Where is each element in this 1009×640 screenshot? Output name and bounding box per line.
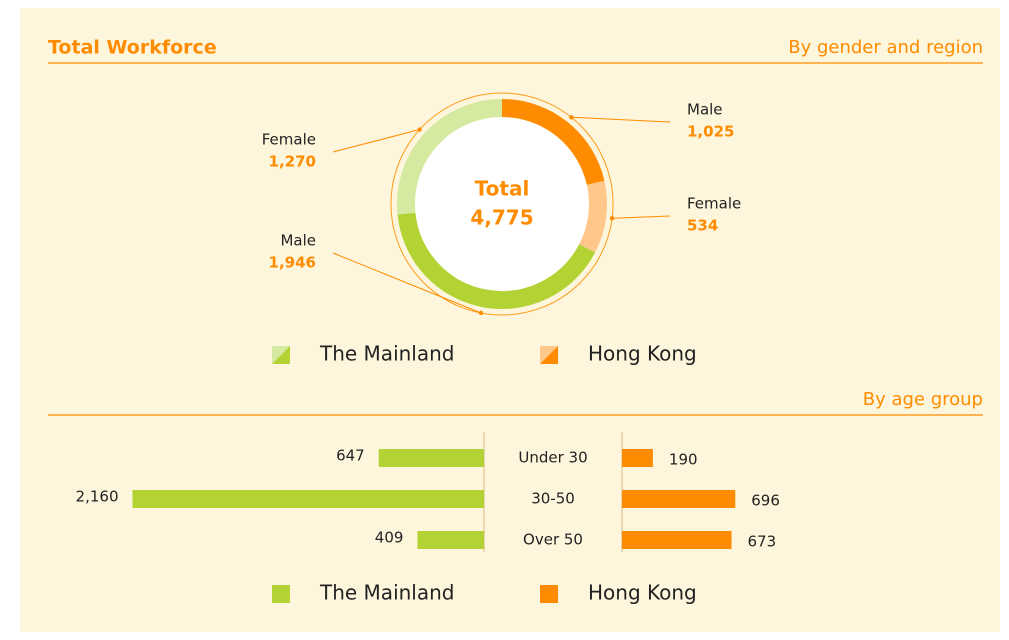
segment-category: Male <box>687 101 723 119</box>
category-label: Under 30 <box>518 449 587 467</box>
value-label: 409 <box>375 529 404 547</box>
legend-label: Hong Kong <box>588 342 697 366</box>
bar <box>417 531 484 549</box>
leader-line <box>332 129 420 153</box>
value-label: 190 <box>669 451 698 469</box>
value-label: 2,160 <box>76 488 119 506</box>
legend-label: The Mainland <box>319 581 454 605</box>
center <box>414 116 590 292</box>
category-label: 30-50 <box>531 490 575 508</box>
segment-value: 1,270 <box>269 153 316 171</box>
segment-category: Female <box>262 131 316 149</box>
leader-dot <box>417 127 422 132</box>
legend-swatch <box>272 346 290 364</box>
leader-dot <box>569 115 574 120</box>
legend-label: The Mainland <box>319 342 454 366</box>
donut-segment <box>397 99 503 215</box>
leader-line <box>571 116 671 123</box>
leader-dot <box>478 310 484 316</box>
segment-category: Female <box>687 195 741 213</box>
leader-line <box>332 252 482 314</box>
chart-title: Total Workforce <box>48 37 217 59</box>
bar <box>622 449 653 467</box>
subtitle: By gender and region <box>788 37 983 58</box>
bar <box>622 531 732 549</box>
legend-swatch <box>540 346 558 364</box>
legend-swatch <box>540 585 558 603</box>
category-label: Over 50 <box>523 531 583 549</box>
value-label: 647 <box>336 447 365 465</box>
bar <box>378 449 484 467</box>
donut-segment <box>397 212 596 309</box>
bar <box>132 490 484 508</box>
legend-label: Hong Kong <box>588 581 697 605</box>
center-label: Total <box>475 177 530 201</box>
legend-swatch <box>272 585 290 603</box>
donut-segment <box>579 180 607 253</box>
leader-line <box>612 215 671 219</box>
value-label: 673 <box>748 533 777 551</box>
outer-ring <box>390 92 614 316</box>
value-label: 696 <box>751 492 780 510</box>
segment-category: Male <box>280 232 316 250</box>
segment-value: 534 <box>687 217 718 235</box>
bar <box>622 490 736 508</box>
center-total: 4,775 <box>470 206 533 230</box>
leader-dot <box>609 216 615 221</box>
segment-value: 1,946 <box>269 254 316 272</box>
donut-segment <box>501 99 605 186</box>
segment-value: 1,025 <box>687 123 734 141</box>
subtitle: By age group <box>863 389 983 410</box>
